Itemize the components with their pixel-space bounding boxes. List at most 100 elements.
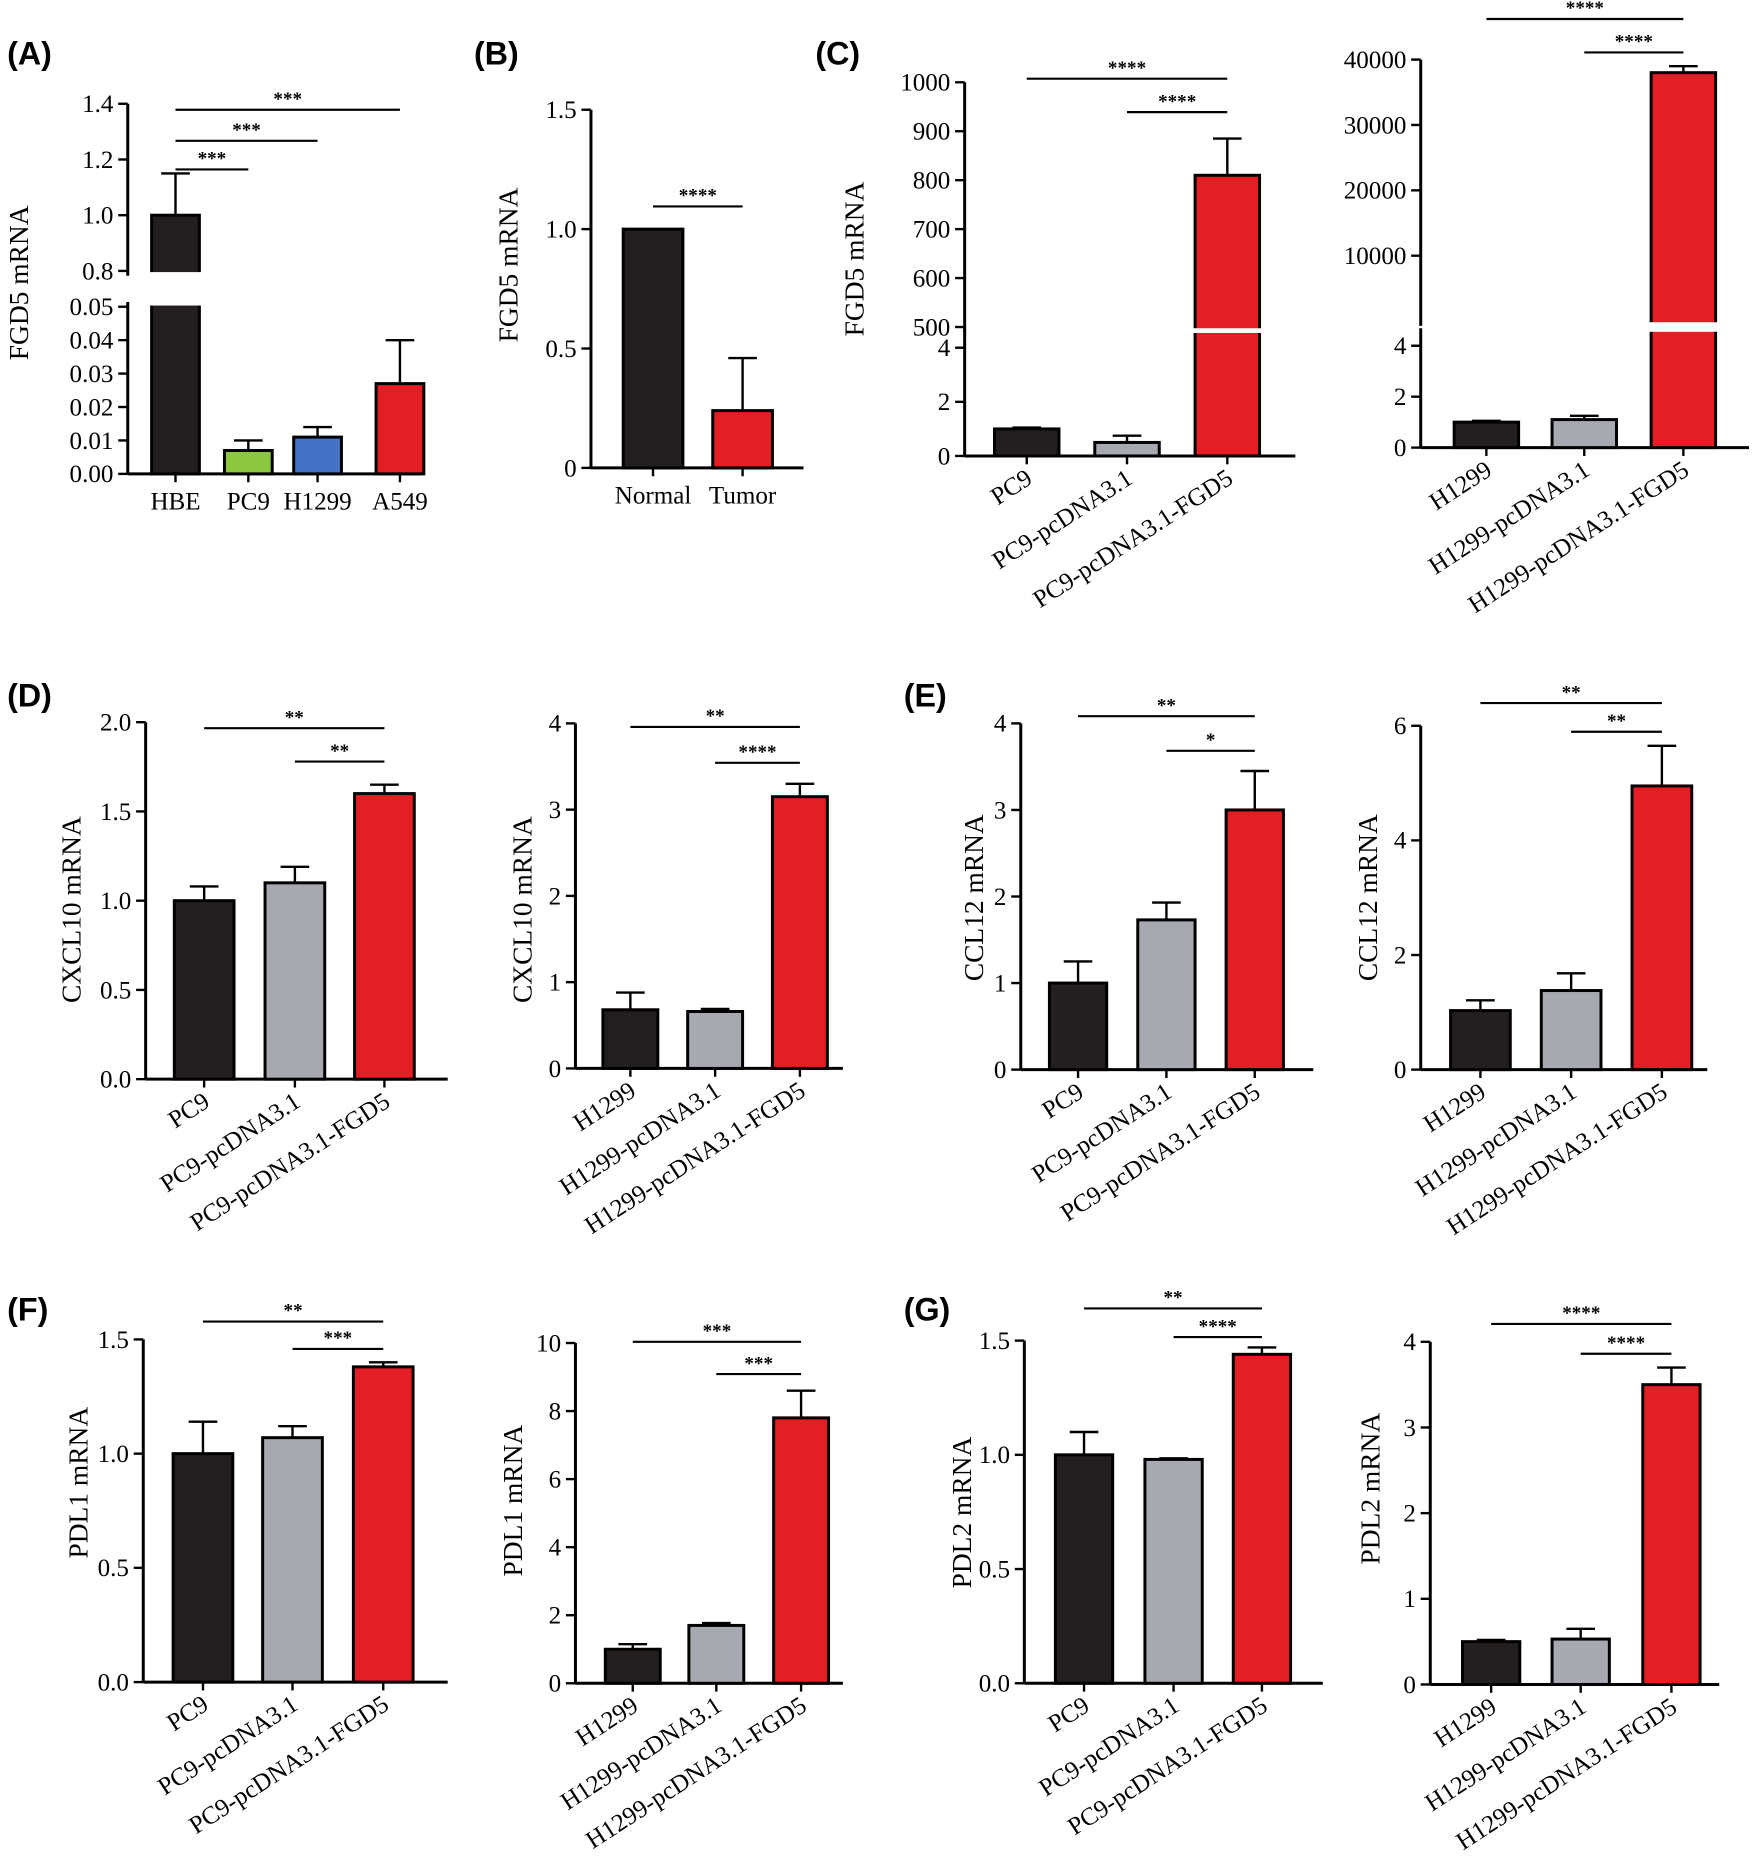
bar-pc9-pcdna3.1-fgd5 xyxy=(1193,173,1262,458)
bar-h1299 xyxy=(292,435,343,476)
bar-pc9-pcdna3.1 xyxy=(1143,1457,1204,1685)
y-tick-label: 1 xyxy=(549,970,562,997)
panel-label: (A) xyxy=(7,35,52,71)
bar-h1299-pcdna3.1 xyxy=(1550,1637,1611,1686)
y-tick-label: 0.01 xyxy=(70,428,114,455)
y-tick-label: 0.04 xyxy=(70,328,114,355)
y-tick-label: 2.0 xyxy=(100,710,131,737)
significance-label: ** xyxy=(285,707,304,728)
panel-label: (G) xyxy=(904,1291,951,1327)
chart-panel-1: (B) FGD5 mRNA 0 0.5 1.0 1.5 Normal Tumor **** xyxy=(474,35,804,510)
x-tick-label: H1299 xyxy=(283,489,351,516)
y-tick-label: 20000 xyxy=(1344,178,1407,205)
y-tick-label: 3 xyxy=(549,797,562,824)
significance-label: ** xyxy=(1163,1288,1182,1309)
y-tick-label: 0.03 xyxy=(70,361,114,388)
axis-break-gap xyxy=(1648,322,1718,332)
y-tick-label: 0.02 xyxy=(70,394,114,421)
y-tick-label: 30000 xyxy=(1344,112,1407,139)
x-tick-label: Normal xyxy=(615,483,692,510)
significance-label: **** xyxy=(679,186,717,207)
y-tick-label: 1.2 xyxy=(82,147,113,174)
y-tick-label: 800 xyxy=(913,168,951,195)
bar-pc9 xyxy=(172,899,236,1081)
significance-label: *** xyxy=(703,1321,732,1342)
y-axis-label: FGD5 mRNA xyxy=(840,181,870,336)
bar-normal xyxy=(621,227,685,470)
y-tick-label: 40000 xyxy=(1344,47,1407,74)
y-axis-label: FGD5 mRNA xyxy=(493,187,523,342)
x-tick-label: H1299 xyxy=(1419,1078,1491,1138)
axis-break-gap xyxy=(149,272,202,306)
y-tick-label: 0 xyxy=(1394,435,1407,462)
chart-panel-9: PDL1 mRNA0246810H1299H1299-pcDNA3.1H1299… xyxy=(498,1321,843,1854)
x-tick-label: PC9 xyxy=(986,465,1037,511)
bar-pc9 xyxy=(222,448,274,476)
significance-label: * xyxy=(1206,730,1216,751)
y-tick-label: 0.5 xyxy=(979,1556,1010,1583)
bar-h1299-pcdna3.1 xyxy=(687,1623,746,1685)
bar-h1299-pcdna3.1 xyxy=(1539,989,1603,1072)
bar-h1299-pcdna3.1-fgd5 xyxy=(1630,784,1694,1072)
significance-label: *** xyxy=(324,1328,353,1349)
y-tick-label: 0 xyxy=(549,1671,562,1698)
bar-h1299 xyxy=(1461,1640,1522,1686)
y-tick-label: 0.0 xyxy=(979,1671,1010,1698)
significance-label: **** xyxy=(738,742,776,763)
y-tick-label: 1.5 xyxy=(545,97,576,124)
y-tick-label: 4 xyxy=(994,711,1007,738)
bar-pc9-pcdna3.1-fgd5 xyxy=(351,1365,415,1684)
y-tick-label: 8 xyxy=(549,1398,562,1425)
significance-label: ** xyxy=(1562,682,1581,703)
y-tick-label: 3 xyxy=(1403,1415,1416,1442)
bar-pc9-pcdna3.1 xyxy=(263,881,327,1081)
significance-label: ** xyxy=(284,1301,303,1322)
significance-label: **** xyxy=(1199,1316,1237,1337)
x-tick-label: HBE xyxy=(150,489,200,516)
x-tick-label: PC9 xyxy=(162,1691,213,1737)
y-tick-label: 1.5 xyxy=(98,1327,129,1354)
significance-label: **** xyxy=(1108,58,1146,79)
y-tick-label: 10 xyxy=(536,1330,561,1357)
y-axis-label: FGD5 mRNA xyxy=(4,205,34,360)
y-tick-label: 1000 xyxy=(900,70,950,97)
bar-pc9-pcdna3.1 xyxy=(1093,440,1161,458)
bar-pc9-pcdna3.1-fgd5 xyxy=(1231,1352,1293,1685)
x-tick-label: PC9 xyxy=(1044,1692,1095,1738)
panel-label: (E) xyxy=(904,678,947,714)
x-tick-label: PC9 xyxy=(1038,1078,1089,1124)
significance-label: *** xyxy=(273,89,302,110)
y-tick-label: 4 xyxy=(549,1535,562,1562)
y-tick-label: 0 xyxy=(549,1056,562,1083)
y-tick-label: 0.05 xyxy=(70,294,114,321)
bar-pc9-pcdna3.1-fgd5 xyxy=(1224,808,1285,1072)
bar-h1299-pcdna3.1-fgd5 xyxy=(772,1416,831,1685)
y-tick-label: 0.0 xyxy=(98,1669,129,1696)
y-tick-label: 1 xyxy=(1403,1586,1416,1613)
bar-h1299-pcdna3.1-fgd5 xyxy=(770,795,829,1070)
bar-h1299-pcdna3.1-fgd5 xyxy=(1641,1383,1702,1686)
bar-h1299 xyxy=(1452,420,1521,450)
significance-label: **** xyxy=(1607,1333,1645,1354)
y-tick-label: 10000 xyxy=(1344,243,1407,270)
x-tick-label: PC9 xyxy=(227,489,270,516)
y-axis-label: PDL1 mRNA xyxy=(63,1407,93,1559)
y-tick-label: 4 xyxy=(1403,1329,1416,1356)
y-tick-label: 1.0 xyxy=(100,888,131,915)
x-tick-label: H1299 xyxy=(1430,1693,1502,1753)
significance-label: *** xyxy=(198,149,227,170)
bar-h1299 xyxy=(1449,1009,1512,1072)
x-tick-label: H1299 xyxy=(569,1077,641,1137)
bar-h1299 xyxy=(601,1008,660,1070)
y-tick-label: 1.0 xyxy=(82,203,113,230)
y-axis-label: PDL2 mRNA xyxy=(1355,1413,1385,1565)
y-tick-label: 0 xyxy=(1394,1057,1407,1084)
y-tick-label: 500 xyxy=(913,314,951,341)
significance-label: ** xyxy=(330,741,349,762)
significance-label: ** xyxy=(706,706,725,727)
chart-panel-3: 0 2 4 10000 20000 30000 40000 H1299H1299-pcDNA3… xyxy=(1344,0,1750,619)
significance-label: **** xyxy=(1158,91,1196,112)
bar-pc9 xyxy=(1053,1453,1115,1685)
y-tick-label: 1.0 xyxy=(979,1442,1010,1469)
